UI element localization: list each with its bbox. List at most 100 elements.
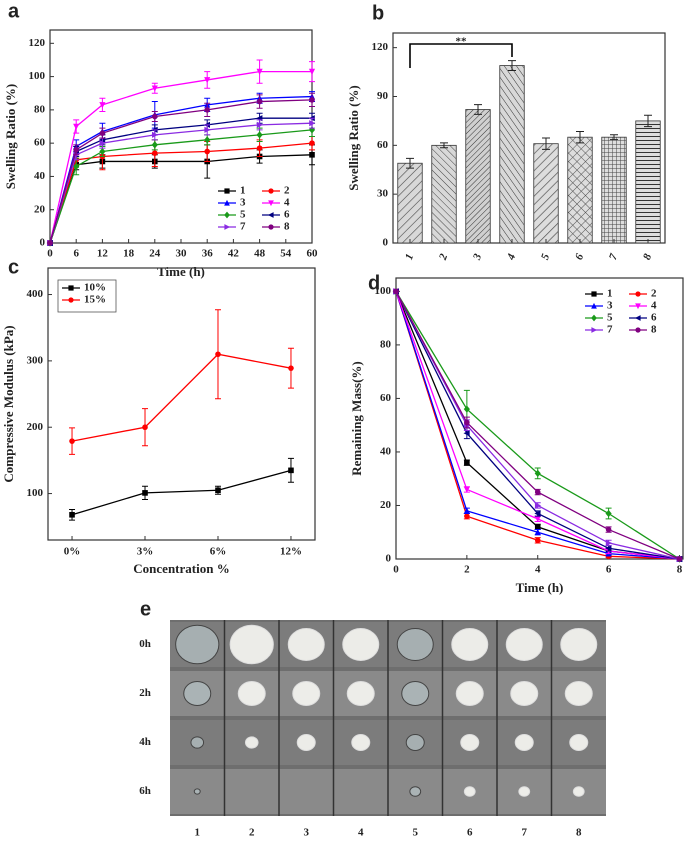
y-tick-label: 40 [380, 445, 392, 457]
x-tick-label: 7 [607, 252, 620, 262]
marker [99, 102, 106, 109]
error-bar [508, 60, 516, 71]
gel-sample [193, 788, 201, 795]
legend-label: 3 [607, 300, 613, 312]
x-tick-label: 12% [280, 546, 302, 558]
marker [256, 131, 263, 139]
marker [69, 511, 75, 518]
gel-sample [518, 786, 531, 797]
x-tick-label: 6 [73, 248, 79, 260]
x-tick-label: 54 [280, 248, 292, 260]
marker [152, 150, 158, 156]
x-axis-label: Time (h) [516, 580, 564, 595]
column-label: 1 [195, 827, 201, 839]
marker [464, 419, 470, 426]
row-label: 4h [139, 736, 151, 748]
marker [534, 516, 541, 523]
x-tick-label: 12 [97, 248, 109, 260]
gel-sample [451, 628, 489, 661]
gel-sample [505, 628, 543, 661]
marker [73, 162, 80, 171]
y-axis-label: Remaining Mass(%) [349, 361, 364, 475]
x-tick-label: 4 [505, 252, 519, 263]
legend-label: 15% [84, 294, 106, 306]
marker [47, 240, 53, 246]
column-label: 3 [304, 827, 310, 839]
legend-label: 1 [607, 288, 613, 300]
marker [99, 147, 106, 156]
legend-label: 6 [284, 209, 290, 221]
y-tick-label: 100 [29, 70, 46, 82]
y-tick-label: 60 [380, 392, 392, 404]
legend-label: 6 [651, 312, 657, 324]
y-tick-label: 20 [34, 203, 46, 215]
x-tick-label: 3 [471, 252, 485, 263]
y-tick-label: 400 [27, 288, 44, 300]
error-bar [542, 137, 550, 150]
marker [268, 200, 274, 207]
marker [605, 526, 612, 533]
x-tick-label: 42 [228, 248, 240, 260]
y-axis-label: Swelling Ratio (%) [346, 85, 361, 190]
marker [635, 291, 641, 297]
legend-label: 3 [240, 197, 246, 209]
y-tick-label: 80 [34, 103, 46, 115]
panel-label: e [140, 598, 151, 620]
y-tick-label: 100 [27, 487, 44, 499]
series-line [49, 117, 312, 244]
panel-label: a [8, 0, 20, 22]
plot-frame [395, 277, 684, 560]
marker [224, 224, 231, 230]
plot-frame [392, 32, 666, 244]
row-label: 2h [139, 687, 151, 699]
marker [534, 489, 541, 495]
marker [288, 365, 294, 371]
marker [73, 147, 79, 153]
marker [215, 487, 221, 494]
y-tick-label: 40 [34, 170, 46, 182]
x-tick-label: 0 [47, 248, 53, 260]
gel-sample [401, 681, 430, 706]
gel-sample [351, 734, 371, 751]
panel-label: b [372, 2, 384, 24]
gel-sample [455, 681, 484, 706]
gel-sample [287, 628, 325, 661]
y-axis-label: Compressive Modulus (kPa) [1, 325, 16, 482]
marker [463, 507, 470, 514]
gel-sample [175, 624, 220, 665]
marker [605, 545, 612, 552]
y-tick-label: 100 [375, 285, 392, 297]
marker [634, 315, 641, 321]
marker [393, 288, 399, 295]
y-tick-label: 30 [377, 188, 389, 200]
gel-sample [342, 628, 380, 661]
marker [591, 302, 597, 309]
marker [151, 85, 158, 92]
marker [142, 424, 148, 431]
gel-sample [292, 681, 321, 706]
error-bar [440, 142, 448, 149]
marker [463, 405, 470, 413]
x-tick-label: 36 [202, 248, 214, 260]
x-tick-label: 1 [403, 252, 416, 261]
gel-sample [190, 736, 205, 749]
plot-frame [47, 267, 316, 541]
column-label: 4 [358, 827, 364, 839]
bar [397, 162, 423, 244]
bar [465, 109, 491, 244]
gel-sample [572, 786, 585, 797]
gel-sample [510, 681, 539, 706]
column-label: 2 [249, 827, 255, 839]
legend-label: 7 [240, 221, 246, 233]
x-tick-label: 5 [539, 252, 552, 262]
x-tick-label: 4 [535, 564, 541, 576]
y-tick-label: 20 [380, 499, 392, 511]
x-tick-label: 8 [677, 564, 683, 576]
gel-sample [237, 681, 266, 706]
marker [151, 141, 158, 149]
marker [635, 327, 641, 333]
y-axis-label: Swelling Ratio (%) [3, 84, 18, 189]
marker [464, 459, 470, 466]
error-bar [576, 130, 584, 144]
legend-label: 4 [651, 300, 657, 312]
